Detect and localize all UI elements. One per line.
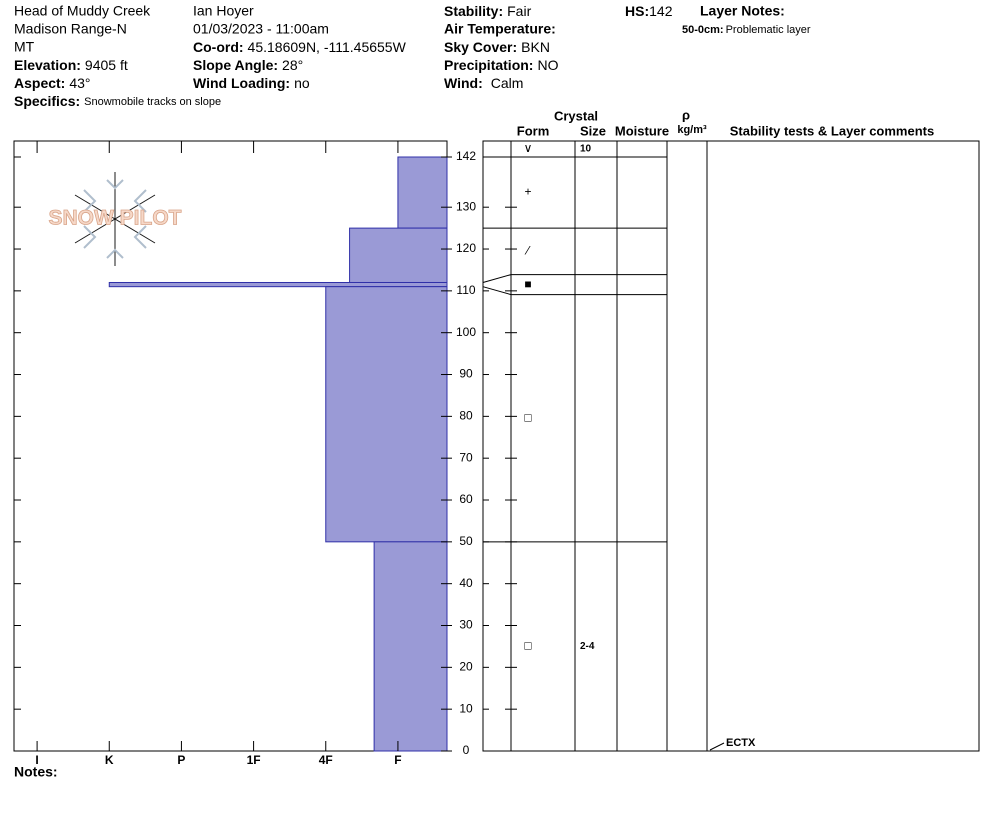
hardness-bar xyxy=(325,286,448,543)
y-tick-label: 10 xyxy=(459,701,473,715)
y-tick-label: 80 xyxy=(459,409,473,423)
location: Head of Muddy Creek xyxy=(14,3,151,19)
y-tick-label: 60 xyxy=(459,492,473,506)
hardness-bar xyxy=(108,281,448,288)
label: Wind Loading: xyxy=(193,75,290,91)
comments-header: Stability tests & Layer comments xyxy=(730,123,934,138)
stability: Stability: Fair xyxy=(444,3,532,19)
y-tick-label: 142 xyxy=(456,149,476,163)
state: MT xyxy=(14,39,35,55)
slope-angle: Slope Angle: 28° xyxy=(193,57,303,73)
test-result: ECTX xyxy=(726,737,756,749)
notes-label: Notes: xyxy=(14,764,58,780)
layer-notes-label: Layer Notes: xyxy=(700,3,785,19)
hardness-bar xyxy=(349,227,448,283)
surface-form: ∨ xyxy=(524,141,533,155)
text: Problematic layer xyxy=(726,24,811,36)
hardness-bar xyxy=(397,156,448,229)
y-tick-label: 130 xyxy=(456,199,476,213)
surface-size: 10 xyxy=(580,144,592,155)
x-tick-label: 4F xyxy=(319,753,333,767)
test-arrow xyxy=(709,742,725,751)
y-tick-label: 20 xyxy=(459,660,473,674)
x-tick-label: K xyxy=(105,753,114,767)
x-tick-label: 1F xyxy=(247,753,261,767)
layer-link xyxy=(482,274,512,283)
layer-note: 50-0cm: Problematic layer xyxy=(682,24,811,36)
datetime: 01/03/2023 - 11:00am xyxy=(193,21,329,37)
y-tick-label: 110 xyxy=(456,283,475,297)
form-header: Form xyxy=(517,123,550,138)
y-tick-label: 0 xyxy=(463,743,470,757)
value: 9405 ft xyxy=(85,57,128,73)
grain-form: □ xyxy=(524,410,531,424)
hardness-bar xyxy=(373,541,448,752)
y-tick-label: 30 xyxy=(459,618,473,632)
label: Stability: xyxy=(444,3,503,19)
label: Wind: xyxy=(444,75,483,91)
logo-flake xyxy=(74,194,156,244)
size-header: Size xyxy=(580,123,606,138)
label: Slope Angle: xyxy=(193,57,278,73)
grain-form: ■ xyxy=(524,277,531,291)
range: 50-0cm: xyxy=(682,24,724,36)
logo-flake xyxy=(83,179,147,259)
value: BKN xyxy=(521,39,550,55)
value: no xyxy=(294,75,310,91)
value: Snowmobile tracks on slope xyxy=(84,96,221,108)
rho-header: ρ xyxy=(682,107,690,122)
wind-loading: Wind Loading: no xyxy=(193,75,310,91)
x-tick-label: P xyxy=(177,753,185,767)
value: Calm xyxy=(491,75,524,91)
value: 28° xyxy=(282,57,303,73)
table-frame xyxy=(482,140,980,752)
air-temperature: Air Temperature: xyxy=(444,21,556,37)
grain-size: 2-4 xyxy=(580,641,595,652)
x-tick-label: I xyxy=(35,753,38,767)
label: Sky Cover: xyxy=(444,39,517,55)
y-tick-label: 40 xyxy=(459,576,473,590)
hs: HS:142 xyxy=(625,3,673,19)
density-unit: kg/m³ xyxy=(677,124,707,136)
label: HS: xyxy=(625,3,649,19)
label: Elevation: xyxy=(14,57,81,73)
value: NO xyxy=(537,57,558,73)
specifics: Specifics: Snowmobile tracks on slope xyxy=(14,93,221,109)
y-tick-label: 100 xyxy=(456,325,476,339)
observer: Ian Hoyer xyxy=(193,3,254,19)
range: Madison Range-N xyxy=(14,21,127,37)
label: Precipitation: xyxy=(444,57,533,73)
value: 142 xyxy=(649,3,673,19)
layer-link xyxy=(482,286,512,296)
label: Aspect: xyxy=(14,75,65,91)
value: 43° xyxy=(69,75,90,91)
label: Co-ord: xyxy=(193,39,244,55)
sky-cover: Sky Cover: BKN xyxy=(444,39,550,55)
moisture-header: Moisture xyxy=(615,123,669,138)
elevation: Elevation: 9405 ft xyxy=(14,57,128,73)
logo-text: SNOW PILOT xyxy=(49,207,182,230)
crystal-header: Crystal xyxy=(554,108,598,123)
y-tick-label: 120 xyxy=(456,241,476,255)
y-tick-label: 90 xyxy=(459,367,473,381)
value: 45.18609N, -111.45655W xyxy=(248,39,407,55)
y-tick-label: 70 xyxy=(459,450,473,464)
coord: Co-ord: 45.18609N, -111.45655W xyxy=(193,39,407,55)
grain-form: + xyxy=(524,185,531,199)
wind: Wind: Calm xyxy=(444,75,523,91)
logo xyxy=(74,172,156,266)
value: Fair xyxy=(507,3,531,19)
aspect: Aspect: 43° xyxy=(14,75,91,91)
grain-form: ⁄ xyxy=(524,244,531,258)
label: Specifics: xyxy=(14,93,80,109)
y-tick-label: 50 xyxy=(459,534,473,548)
x-tick-label: F xyxy=(394,753,401,767)
grain-form: □ xyxy=(524,639,531,653)
precipitation: Precipitation: NO xyxy=(444,57,559,73)
